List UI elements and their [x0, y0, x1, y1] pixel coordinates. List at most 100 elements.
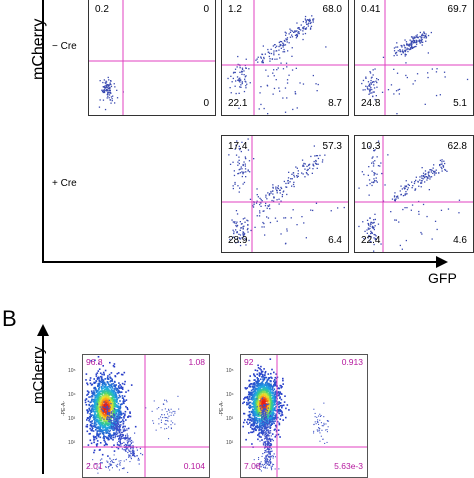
event-dot: [257, 391, 260, 393]
event-dot: [110, 403, 112, 405]
event-dot: [256, 373, 258, 376]
event-dot: [107, 407, 109, 409]
event-dot: [123, 437, 125, 439]
scatter-a-minus-3: [355, 0, 473, 115]
event-dot: [110, 416, 112, 419]
event-dot: [262, 415, 264, 417]
event-dot: [405, 185, 407, 187]
event-dot: [101, 384, 104, 386]
event-dot: [258, 433, 260, 435]
event-dot: [371, 170, 373, 172]
event-dot: [443, 160, 445, 162]
event-dot: [408, 184, 410, 186]
event-dot: [158, 407, 160, 409]
event-dot: [87, 417, 90, 419]
event-dot: [270, 410, 272, 412]
event-dot: [102, 396, 105, 399]
event-dot: [95, 437, 98, 440]
event-dot: [110, 391, 112, 394]
event-dot: [102, 365, 104, 367]
event-dot: [104, 409, 106, 411]
event-dot: [393, 47, 396, 49]
event-dot: [259, 92, 261, 94]
event-dot: [253, 424, 255, 426]
event-dot: [98, 386, 101, 389]
event-dot: [260, 428, 263, 431]
event-dot: [315, 83, 317, 85]
event-dot: [178, 408, 180, 410]
event-dot: [107, 437, 109, 440]
event-dot: [376, 181, 378, 183]
event-dot: [114, 394, 116, 397]
event-dot: [324, 442, 326, 444]
event-dot: [435, 172, 437, 174]
event-dot: [423, 32, 426, 35]
event-dot: [283, 180, 285, 183]
event-dot: [103, 408, 105, 411]
event-dot: [429, 178, 431, 180]
event-dot: [277, 67, 279, 69]
event-dot: [273, 379, 276, 381]
event-dot: [117, 420, 119, 422]
event-dot: [125, 405, 127, 408]
event-dot: [279, 397, 281, 399]
event-dot: [269, 451, 271, 454]
event-dot: [413, 37, 415, 39]
event-dot: [404, 194, 406, 196]
event-dot: [306, 169, 308, 172]
event-dot: [259, 423, 261, 425]
event-dot: [124, 400, 126, 402]
event-dot: [271, 199, 273, 202]
event-dot: [101, 432, 104, 435]
event-dot: [123, 383, 126, 386]
event-dot: [266, 394, 269, 396]
event-dot: [269, 388, 272, 391]
event-dot: [109, 380, 111, 383]
event-dot: [126, 408, 129, 411]
event-dot: [314, 416, 316, 418]
event-dot: [285, 32, 287, 34]
event-dot: [127, 389, 130, 392]
event-dot: [302, 27, 304, 29]
event-dot: [113, 402, 116, 405]
event-dot: [106, 410, 108, 412]
event-dot: [106, 460, 108, 462]
event-dot: [109, 91, 111, 93]
event-dot: [237, 241, 240, 243]
event-dot: [294, 30, 296, 32]
event-dot: [374, 225, 376, 227]
quad-lr: 8.7: [328, 98, 342, 109]
event-dot: [363, 237, 365, 240]
event-dot: [424, 173, 427, 175]
event-dot: [424, 35, 426, 38]
event-dot: [234, 221, 236, 223]
event-dot: [241, 175, 243, 178]
event-dot: [264, 404, 266, 406]
event-dot: [245, 176, 247, 178]
event-dot: [122, 420, 125, 423]
event-dot: [265, 194, 267, 196]
event-dot: [283, 190, 285, 192]
event-dot: [129, 437, 132, 439]
event-dot: [113, 396, 115, 399]
event-dot: [281, 386, 283, 388]
event-dot: [256, 200, 258, 202]
event-dot: [277, 433, 280, 436]
event-dot: [269, 427, 272, 429]
event-dot: [170, 408, 172, 410]
event-dot: [113, 398, 115, 401]
event-dot: [276, 220, 278, 222]
event-dot: [109, 432, 111, 435]
event-dot: [399, 190, 401, 192]
event-dot: [258, 463, 260, 465]
event-dot: [414, 41, 416, 43]
event-dot: [261, 403, 264, 405]
event-dot: [93, 391, 96, 394]
event-dot: [266, 415, 268, 417]
event-dot: [263, 409, 265, 412]
event-dot: [275, 79, 277, 81]
event-dot: [307, 23, 309, 25]
event-dot: [271, 377, 273, 379]
event-dot: [269, 444, 272, 446]
event-dot: [239, 237, 241, 240]
